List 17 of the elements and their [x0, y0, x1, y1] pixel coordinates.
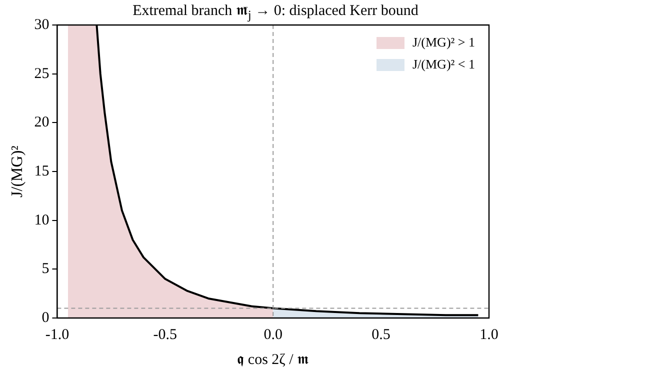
- x-tick-label: 0.0: [264, 326, 282, 343]
- y-tick-label: 5: [42, 261, 50, 278]
- x-tick-label: 0.5: [372, 326, 390, 343]
- y-tick-label: 10: [34, 212, 50, 228]
- y-tick-label: 20: [34, 114, 50, 131]
- y-tick-label: 0: [42, 310, 50, 326]
- x-tick-label: -1.0: [45, 326, 70, 343]
- x-axis-title: 𝖖 cos 2ζ / 𝖒: [237, 352, 310, 368]
- x-tick-label: 1.0: [480, 326, 498, 343]
- y-tick-label: 25: [34, 66, 50, 82]
- x-tick-label: -0.5: [153, 326, 178, 343]
- y-tick-label: 30: [34, 16, 50, 33]
- y-axis-title: J/(MG)²: [8, 145, 26, 198]
- y-tick-label: 15: [34, 163, 50, 180]
- legend-label: J/(MG)² > 1: [412, 34, 476, 50]
- legend-label: J/(MG)² < 1: [412, 56, 476, 72]
- chart-title: Extremal branch 𝖒̄$_{j}$ → 0: displaced Kerr bound: [132, 2, 420, 23]
